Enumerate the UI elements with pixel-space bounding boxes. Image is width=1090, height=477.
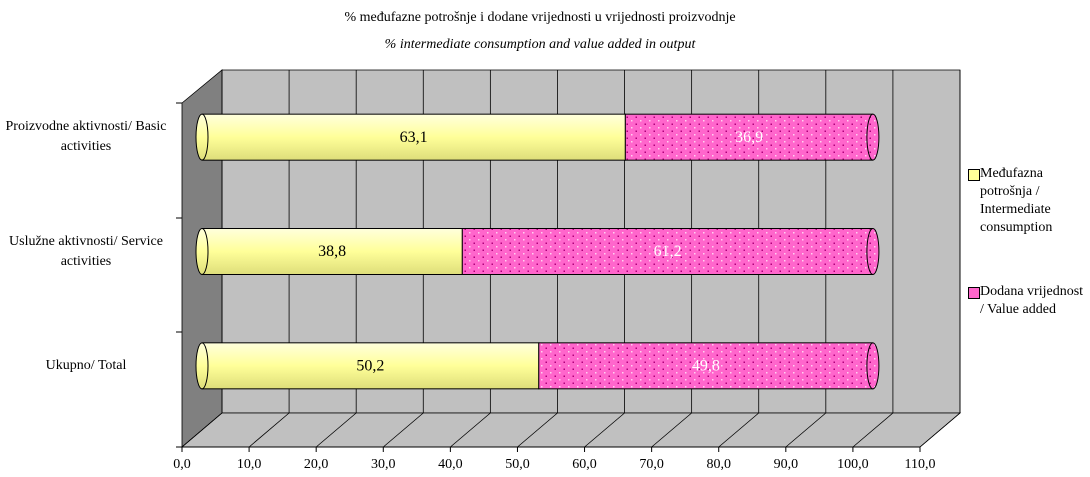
floor-grid-line xyxy=(383,412,424,448)
bar-end-cap xyxy=(866,342,880,390)
x-tick-label: 70,0 xyxy=(639,457,664,472)
bar-start-cap xyxy=(195,113,209,161)
floor-grid-line xyxy=(315,412,357,448)
category-label: Uslužne aktivnosti/ Service activities xyxy=(9,233,163,269)
x-tick-label: 10,0 xyxy=(237,457,262,472)
value-label: 63,1 xyxy=(400,129,428,146)
bar-segment xyxy=(624,113,874,161)
legend-swatch xyxy=(968,169,980,181)
category-label: Ukupno/ Total xyxy=(45,357,127,373)
chart-title: % međufazne potrošnje i dodane vrijednos… xyxy=(344,10,735,25)
legend-label: Dodana vrijednost / Value added xyxy=(980,284,1084,317)
floor-grid-line xyxy=(718,412,759,448)
value-label: 36,9 xyxy=(735,129,763,146)
bar-start-cap xyxy=(195,228,209,275)
x-tick-label: 0,0 xyxy=(173,457,191,472)
category-label: Proizvodne aktivnosti/ Basic activities xyxy=(5,119,167,155)
x-tick-label: 60,0 xyxy=(572,457,597,472)
value-label: 61,2 xyxy=(654,243,682,260)
x-tick-label: 90,0 xyxy=(774,457,799,472)
x-tick-label: 110,0 xyxy=(905,457,936,472)
value-label: 49,8 xyxy=(692,358,720,375)
bar-segment xyxy=(201,113,626,161)
legend-swatch xyxy=(968,287,980,299)
floor-grid-line xyxy=(517,412,558,448)
floor-grid-line xyxy=(584,412,625,448)
x-tick-label: 40,0 xyxy=(438,457,463,472)
x-tick-label: 100,0 xyxy=(837,457,869,472)
x-tick-label: 20,0 xyxy=(304,457,329,472)
value-label: 38,8 xyxy=(318,243,346,260)
floor-grid-line xyxy=(785,412,827,448)
floor-grid-line xyxy=(450,412,491,448)
floor-grid-line xyxy=(919,412,961,448)
floor xyxy=(180,412,962,448)
floor-grid-line xyxy=(248,412,290,448)
value-label: 50,2 xyxy=(356,358,384,375)
x-tick-label: 50,0 xyxy=(505,457,530,472)
x-tick-label: 30,0 xyxy=(371,457,396,472)
x-tick-label: 80,0 xyxy=(706,457,731,472)
bar-start-cap xyxy=(195,342,209,390)
bar-end-cap xyxy=(866,113,880,161)
legend-label: Međufazna potrošnja / Intermediate consu… xyxy=(980,166,1053,235)
bar-segment xyxy=(461,228,874,275)
floor-grid-line xyxy=(651,412,692,448)
floor-grid-line xyxy=(181,412,223,448)
floor-grid-line xyxy=(852,412,894,448)
chart-subtitle: % intermediate consumption and value add… xyxy=(385,37,697,52)
bar-segment xyxy=(538,342,874,390)
bar-end-cap xyxy=(866,228,880,275)
